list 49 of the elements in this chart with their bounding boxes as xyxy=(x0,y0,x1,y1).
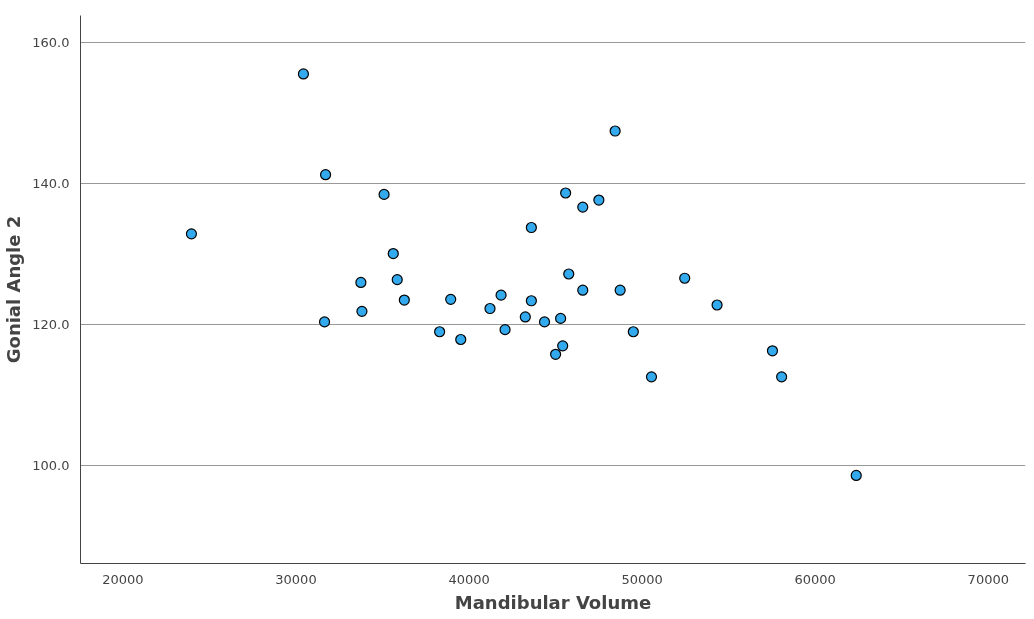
y-tick-label: 140.0 xyxy=(32,176,70,192)
x-tick-label: 20000 xyxy=(102,571,144,587)
point xyxy=(560,187,572,199)
point xyxy=(766,345,779,357)
point xyxy=(614,284,626,296)
point xyxy=(577,284,589,296)
point xyxy=(484,302,496,315)
point xyxy=(495,289,507,301)
point xyxy=(557,340,569,352)
point xyxy=(555,312,567,324)
point xyxy=(185,228,198,240)
point xyxy=(577,201,589,213)
point xyxy=(398,294,410,306)
point xyxy=(563,268,575,280)
point xyxy=(550,348,562,360)
x-tick-label: 60000 xyxy=(794,571,836,587)
y-tick-label: 160.0 xyxy=(32,35,70,51)
point xyxy=(319,169,332,181)
point xyxy=(609,125,621,137)
point xyxy=(519,311,531,323)
y-tick-label: 120.0 xyxy=(32,317,70,333)
point xyxy=(434,326,446,338)
point xyxy=(391,274,403,286)
y-tick-label: 100.0 xyxy=(32,458,70,474)
x-tick-label: 70000 xyxy=(967,571,1009,587)
point xyxy=(538,316,551,328)
point xyxy=(679,272,691,284)
point xyxy=(645,371,658,383)
x-axis-title: Mandibular Volume xyxy=(454,591,652,613)
point xyxy=(297,68,310,80)
point xyxy=(355,276,367,289)
point xyxy=(850,469,862,482)
point xyxy=(711,299,723,311)
point xyxy=(525,295,537,307)
point xyxy=(776,371,788,383)
point xyxy=(525,221,537,234)
x-tick-label: 50000 xyxy=(621,571,663,587)
point xyxy=(627,326,639,338)
point xyxy=(318,316,331,328)
point xyxy=(445,293,457,305)
point xyxy=(593,194,605,206)
point xyxy=(356,305,368,317)
point xyxy=(378,188,390,200)
x-tick-label: 30000 xyxy=(275,571,317,587)
point xyxy=(499,324,511,336)
y-axis-title: Gonial Angle 2 xyxy=(3,215,25,364)
point xyxy=(387,247,399,260)
point xyxy=(455,333,467,346)
x-tick-label: 40000 xyxy=(448,571,490,587)
